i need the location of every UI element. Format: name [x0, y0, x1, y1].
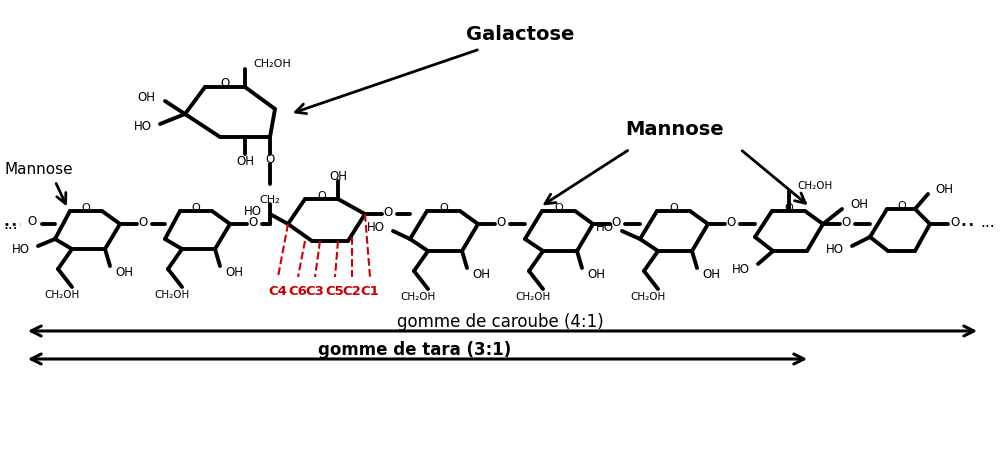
- Text: C2: C2: [343, 285, 361, 298]
- Text: HO: HO: [367, 221, 385, 234]
- Text: O: O: [496, 216, 506, 229]
- Text: CH₂OH: CH₂OH: [515, 291, 551, 302]
- Text: HO: HO: [12, 243, 30, 256]
- Text: OH: OH: [115, 266, 133, 279]
- Text: Mannose: Mannose: [626, 120, 724, 139]
- Text: O: O: [265, 153, 275, 166]
- Text: gomme de tara (3:1): gomme de tara (3:1): [318, 340, 512, 358]
- Text: OH: OH: [587, 268, 605, 281]
- Text: O: O: [383, 206, 393, 219]
- Text: HO: HO: [134, 120, 152, 133]
- Text: O: O: [726, 216, 736, 229]
- Text: C1: C1: [361, 285, 379, 298]
- Text: OH: OH: [329, 170, 347, 183]
- Text: O: O: [555, 202, 563, 213]
- Text: O: O: [440, 202, 448, 213]
- Text: C6: C6: [289, 285, 307, 298]
- Text: O: O: [192, 202, 200, 213]
- Text: HO: HO: [826, 243, 844, 256]
- Text: O: O: [82, 202, 90, 213]
- Text: CH₂OH: CH₂OH: [400, 291, 436, 302]
- Text: O: O: [220, 77, 230, 90]
- Text: O: O: [950, 216, 960, 229]
- Text: gomme de caroube (4:1): gomme de caroube (4:1): [397, 312, 603, 330]
- Text: O: O: [670, 202, 678, 213]
- Text: O: O: [27, 215, 37, 228]
- Text: C5: C5: [326, 285, 344, 298]
- Text: OH: OH: [850, 198, 868, 211]
- Text: O: O: [611, 216, 621, 229]
- Text: O: O: [785, 202, 793, 213]
- Text: OH: OH: [935, 183, 953, 196]
- Text: O: O: [138, 216, 148, 229]
- Text: OH: OH: [137, 91, 155, 104]
- Text: HO: HO: [244, 205, 262, 218]
- Text: CH₂OH: CH₂OH: [44, 289, 80, 299]
- Text: Mannose: Mannose: [5, 162, 74, 177]
- Text: HO: HO: [596, 221, 614, 234]
- Text: OH: OH: [472, 268, 490, 281]
- Text: O: O: [318, 190, 326, 201]
- Text: O: O: [248, 216, 258, 229]
- Text: OH: OH: [236, 155, 254, 168]
- Text: ...: ...: [980, 215, 995, 230]
- Text: C3: C3: [306, 285, 324, 298]
- Text: HO: HO: [732, 263, 750, 276]
- Text: CH₂OH: CH₂OH: [253, 59, 291, 69]
- Text: O: O: [898, 201, 906, 211]
- Text: C4: C4: [269, 285, 287, 298]
- Text: ...: ...: [3, 217, 18, 232]
- Text: OH: OH: [225, 266, 243, 279]
- Text: Galactose: Galactose: [466, 25, 574, 45]
- Text: OH: OH: [702, 268, 720, 281]
- Text: CH₂OH: CH₂OH: [797, 180, 832, 190]
- Text: CH₂: CH₂: [260, 195, 280, 205]
- Text: CH₂OH: CH₂OH: [630, 291, 666, 302]
- Text: CH₂OH: CH₂OH: [154, 289, 190, 299]
- Text: O: O: [841, 216, 851, 229]
